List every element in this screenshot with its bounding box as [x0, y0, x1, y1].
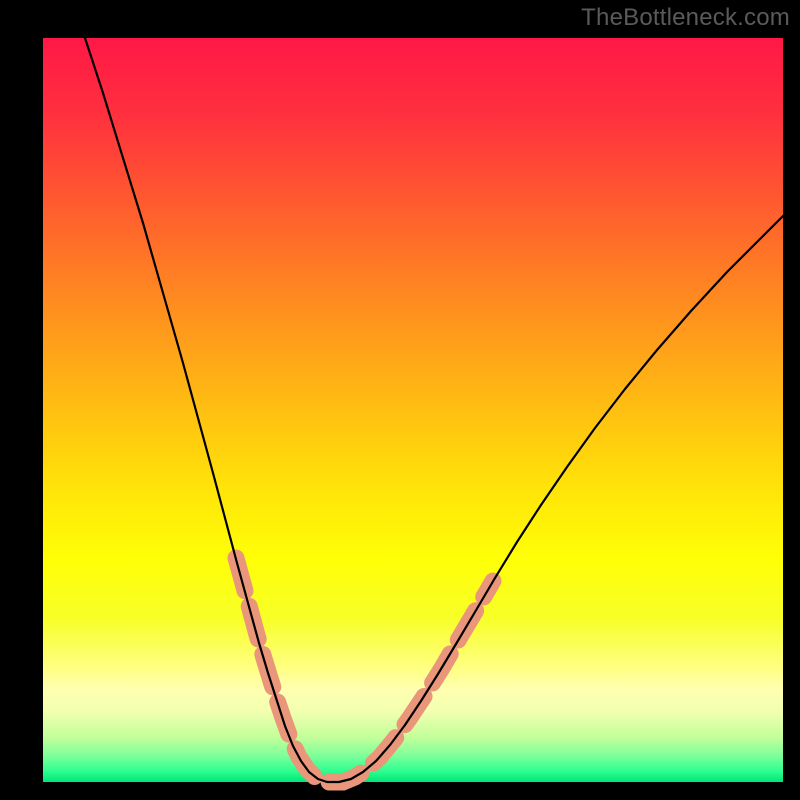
plot-frame: [43, 38, 783, 782]
chart-stage: TheBottleneck.com: [0, 0, 800, 800]
gradient-background: [43, 38, 783, 782]
watermark-text: TheBottleneck.com: [581, 4, 790, 32]
plot-svg: [43, 38, 783, 782]
